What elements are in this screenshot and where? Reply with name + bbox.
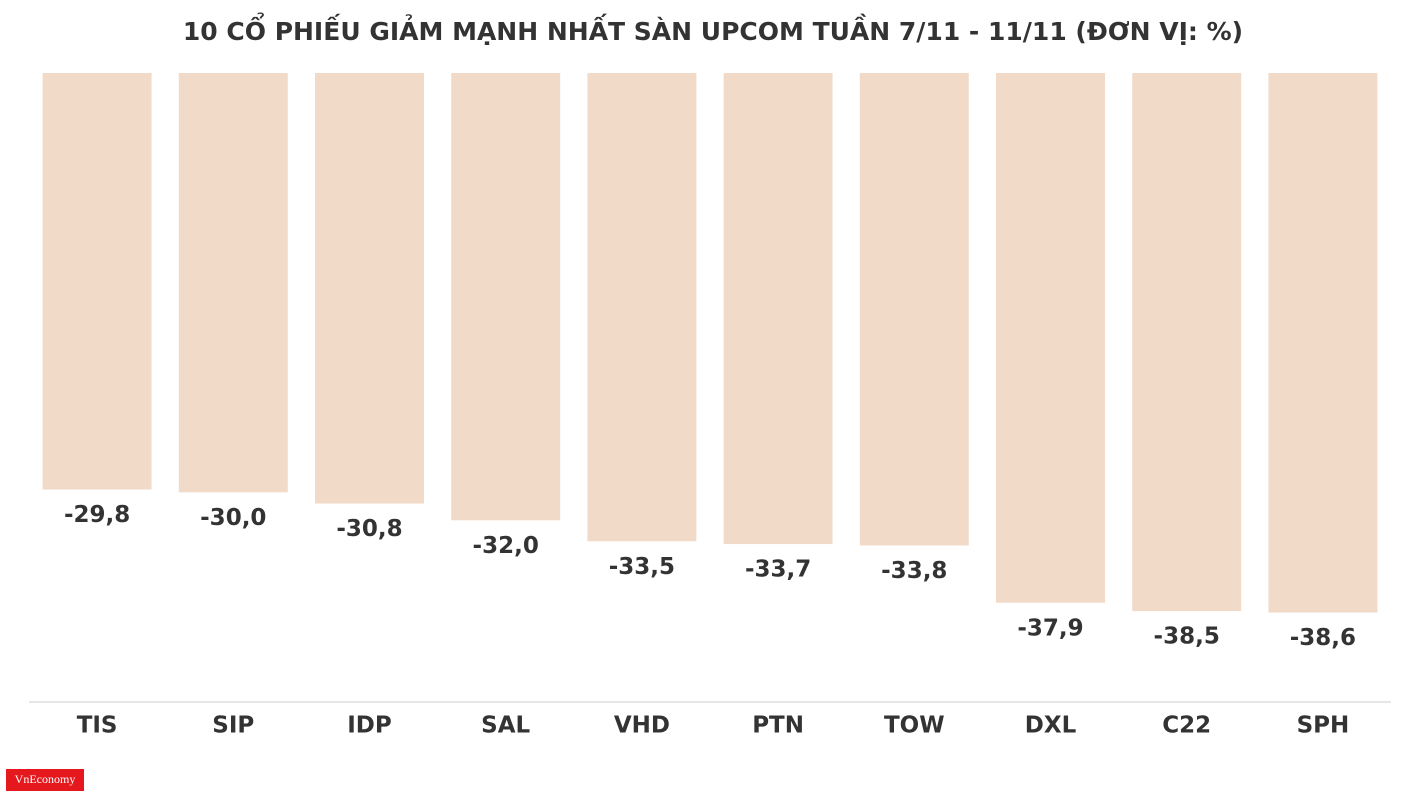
x-tick-label: PTN: [752, 713, 804, 739]
x-tick-label: TOW: [884, 713, 945, 739]
x-tick-label: SPH: [1297, 713, 1350, 739]
x-tick-label: SIP: [212, 713, 254, 739]
bar: [859, 73, 969, 546]
value-label: -30,8: [336, 516, 402, 542]
bar: [1132, 73, 1242, 612]
bar: [723, 73, 833, 545]
x-tick-label: SAL: [481, 713, 530, 739]
x-tick-label: DXL: [1025, 713, 1077, 739]
x-tick-label: IDP: [347, 713, 392, 739]
x-tick-label: VHD: [614, 713, 670, 739]
value-label: -33,5: [609, 554, 675, 580]
logo-box: [6, 769, 84, 791]
bar: [587, 73, 697, 542]
value-label: -29,8: [64, 502, 130, 528]
bar: [1268, 73, 1378, 613]
x-tick-label: C22: [1162, 713, 1211, 739]
bar: [451, 73, 561, 521]
logo: VnEconomy: [15, 772, 76, 786]
value-label: -38,6: [1290, 625, 1356, 651]
bar: [42, 73, 152, 490]
bar: [178, 73, 288, 493]
value-label: -37,9: [1017, 615, 1083, 641]
bar: [315, 73, 424, 504]
value-label: -33,7: [745, 557, 811, 583]
value-label: -38,5: [1154, 624, 1220, 650]
value-label: -30,0: [200, 505, 266, 531]
x-tick-label: TIS: [77, 713, 118, 739]
chart-title: 10 CỔ PHIẾU GIẢM MẠNH NHẤT SÀN UPCOM TUẦ…: [183, 11, 1243, 46]
value-label: -33,8: [881, 558, 947, 584]
value-label: -32,0: [473, 533, 539, 559]
bar: [996, 73, 1105, 603]
